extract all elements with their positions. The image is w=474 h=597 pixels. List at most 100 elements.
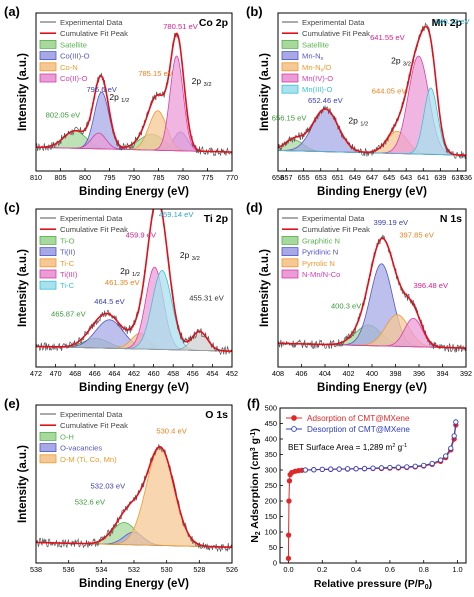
data-point: [353, 466, 359, 472]
y-axis-label: Intensity (a.u.): [259, 249, 271, 327]
legend-swatch: [39, 40, 57, 49]
panel-label: (e): [4, 396, 20, 411]
legend-entry: Pyridinic N: [302, 248, 338, 257]
x-tick-label: 800: [79, 173, 91, 182]
data-point: [285, 532, 292, 538]
legend-entry: O-H: [60, 432, 74, 441]
x-tick-label: 649: [349, 173, 361, 182]
legend-entry: Ti-O: [60, 236, 75, 245]
cumulative-fit-line: [278, 237, 466, 349]
y-axis-label: Intensity (a.u.): [259, 53, 271, 131]
x-tick-label: 460: [148, 369, 160, 378]
peak-annotation: 2p 3/2: [391, 56, 411, 68]
x-tick-label: 406: [296, 369, 308, 378]
legend-swatch: [281, 235, 299, 245]
peak-annotation: 397.85 eV: [399, 230, 435, 239]
legend-entry: Cumulative Fit Peak: [302, 29, 370, 38]
plot-area: [36, 32, 232, 157]
y-axis-label: Intensity (a.u.): [17, 53, 29, 131]
legend-entry: Mn(III)-O: [302, 85, 332, 94]
legend-swatch: [39, 258, 57, 268]
y-axis-label: N2 Adsorption (cm3 g-1): [249, 428, 262, 543]
legend-entry: Mn(IV)-O: [302, 74, 333, 83]
x-tick-label: 394: [437, 369, 449, 378]
y-tick-label: 100: [265, 528, 277, 537]
legend-swatch: [39, 443, 57, 453]
cumulative-fit-line: [36, 209, 232, 352]
x-tick-label: 398: [390, 369, 402, 378]
legend-swatch: [39, 454, 57, 464]
y-tick-label: 300: [265, 466, 277, 475]
x-tick-label: 404: [319, 369, 331, 378]
x-tick-label: 647: [366, 173, 378, 182]
legend-entry: Cumulative Fit Peak: [60, 225, 128, 234]
panel-a: 810 805 800 795 790 785 780 775 770 Binding Energ…: [4, 4, 238, 198]
legend-swatch: [39, 431, 57, 441]
legend: Experimental Data Cumulative Fit Peak O-H O…: [39, 410, 128, 464]
panel-title: O 1s: [205, 409, 228, 421]
y-tick-label: 0: [273, 559, 277, 568]
x-tick-label: 643: [400, 173, 412, 182]
legend-entry: Experimental Data: [302, 214, 365, 223]
data-point: [302, 467, 309, 473]
x-axis-label: Relative pressure (P/P0): [314, 578, 432, 591]
cumulative-fit-line: [36, 32, 232, 153]
data-point: [412, 463, 418, 469]
legend-entry: Satellite: [60, 40, 87, 49]
x-tick-label: 0.6: [385, 565, 395, 574]
panel-f: 0.0 0.2 0.4 0.6 0.8 1.0 0 50 100 150 200 250 300 350 4…: [247, 396, 467, 591]
data-point: [443, 453, 449, 459]
peak-annotation: 455.31 eV: [189, 294, 225, 303]
legend-entry: Satellite: [302, 40, 329, 49]
legend-entry: Cumulative Fit Peak: [60, 421, 128, 430]
legend-entry: N-Mn/N-Co: [302, 270, 340, 279]
peak-annotation: 656.15 eV: [272, 113, 308, 122]
x-tick-label: 452: [226, 369, 238, 378]
legend-swatch: [281, 40, 299, 49]
legend-swatch: [39, 247, 57, 257]
data-point: [336, 466, 342, 472]
x-tick-label: 454: [206, 369, 218, 378]
x-tick-label: 645: [383, 173, 395, 182]
legend-swatch: [39, 269, 57, 279]
x-tick-label: 637: [451, 173, 463, 182]
data-point: [421, 462, 427, 468]
data-point: [286, 498, 292, 504]
peak-annotation: 400.3 eV: [331, 302, 362, 311]
y-axis-label: Intensity (a.u.): [17, 445, 29, 523]
x-tick-label: 1.0: [452, 565, 462, 574]
x-tick-label: 462: [128, 369, 140, 378]
peak-annotation: 459.14 eV: [159, 210, 195, 219]
legend: Experimental Data Cumulative Fit Peak Sate…: [39, 18, 128, 83]
peak-annotation: 652.46 eV: [308, 96, 344, 105]
x-tick-label: 456: [187, 369, 199, 378]
peak-annotation: 641.55 eV: [370, 33, 406, 42]
panel-title: Mn 2p: [432, 17, 462, 29]
panel-label: (f): [247, 396, 260, 411]
x-tick-label: 400: [366, 369, 378, 378]
y-tick-label: 350: [265, 450, 277, 459]
y-tick-label: 250: [265, 481, 277, 490]
x-tick-label: 408: [272, 369, 284, 378]
legend-marker: [291, 415, 297, 421]
x-tick-label: 464: [108, 369, 120, 378]
legend-swatch: [39, 235, 57, 245]
x-tick-label: 458: [167, 369, 179, 378]
legend-entry: Mn-Nx/O: [302, 63, 331, 74]
peak-annotation: 465.87 eV: [51, 309, 87, 318]
peak-annotation: 459.9 eV: [126, 230, 157, 239]
data-point: [286, 478, 293, 484]
plot-area: [278, 234, 466, 353]
y-axis-label: Intensity (a.u.): [17, 249, 29, 327]
legend-entry: Co(III)-O: [60, 52, 90, 61]
data-point: [361, 465, 368, 472]
x-tick-label: 402: [343, 369, 355, 378]
x-tick-label: 468: [69, 369, 81, 378]
peak-annotation: 396.48 eV: [413, 281, 449, 290]
legend: Experimental Data Cumulative Fit Peak Sate…: [281, 18, 370, 94]
legend-swatch: [281, 73, 299, 83]
legend-swatch: [281, 84, 299, 94]
peak-annotation: 640.12 eV: [435, 17, 471, 26]
peak-annotation: 464.5 eV: [94, 297, 125, 306]
